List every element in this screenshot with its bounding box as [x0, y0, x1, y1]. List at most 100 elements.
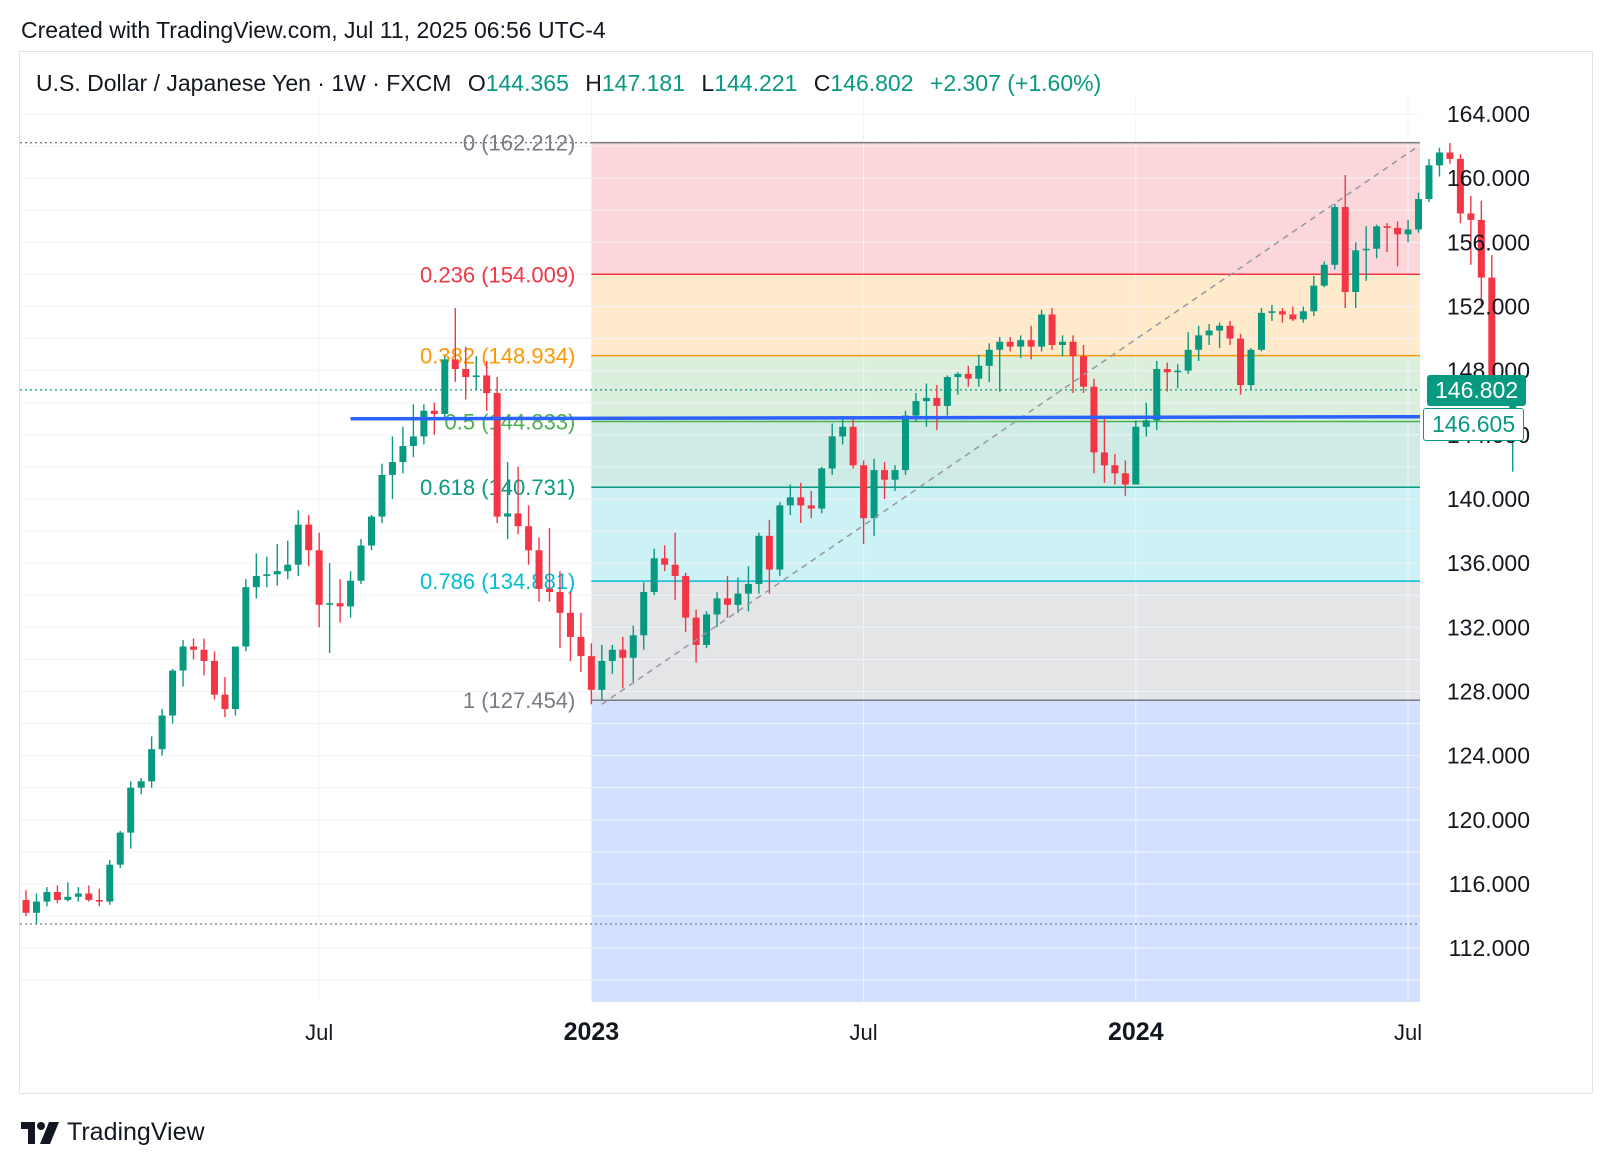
candle-up — [231, 646, 239, 716]
y-axis-tick-label: 128.000 — [1447, 678, 1530, 704]
candle-body — [1121, 473, 1129, 485]
symbol-title[interactable]: U.S. Dollar / Japanese Yen · 1W · FXCM — [36, 70, 452, 96]
candle-down — [22, 890, 30, 916]
candle-body — [975, 365, 983, 379]
candle-body — [399, 446, 407, 463]
y-axis-tick-label: 132.000 — [1447, 614, 1530, 640]
candle-down — [587, 643, 595, 705]
candle-body — [148, 749, 156, 782]
candle-up — [1425, 158, 1433, 203]
y-axis-tick-label: 120.000 — [1447, 807, 1530, 833]
candle-body — [1477, 219, 1485, 278]
candle-body — [1027, 340, 1035, 347]
fib-zone — [591, 355, 1420, 422]
fib-level-label: 0.236 (154.009) — [420, 262, 575, 287]
candle-up — [1415, 192, 1423, 233]
candle-body — [619, 649, 627, 658]
candle-up — [399, 426, 407, 474]
candle-down — [546, 527, 553, 602]
candle-body — [1090, 386, 1098, 453]
candle-up — [1257, 308, 1265, 352]
candle-up — [755, 532, 763, 594]
candle-body — [1310, 285, 1318, 312]
candle-body — [420, 410, 428, 437]
candle-body — [1237, 338, 1245, 386]
candle-up — [839, 418, 847, 445]
candle-body — [901, 415, 909, 471]
candle-body — [190, 646, 198, 650]
candle-body — [1425, 165, 1433, 200]
candle-body — [723, 598, 731, 605]
candle-up — [74, 887, 82, 902]
candle-body — [1404, 229, 1412, 235]
candle-body — [430, 410, 438, 414]
candle-body — [252, 575, 260, 588]
candle-body — [284, 564, 292, 572]
candle-body — [1153, 369, 1161, 421]
x-axis-tick-label: 2024 — [1108, 1018, 1164, 1046]
candle-up — [284, 540, 292, 580]
candle-body — [535, 550, 543, 589]
close-label: C — [813, 70, 831, 96]
candle-down — [221, 677, 229, 718]
candle-down — [1079, 344, 1087, 394]
candle-up — [1320, 261, 1328, 288]
candle-up — [1205, 324, 1213, 345]
created-with-caption: Created with TradingView.com, Jul 11, 20… — [21, 17, 606, 43]
candle-body — [692, 617, 700, 645]
candle-up — [818, 466, 826, 514]
candle-down — [661, 545, 669, 572]
candle-up — [828, 423, 836, 475]
candle-body — [881, 470, 889, 480]
tradingview-brand[interactable]: TradingView — [21, 1118, 205, 1147]
candle-up — [347, 571, 355, 618]
candle-body — [1195, 335, 1203, 350]
x-axis-tick-label: Jul — [850, 1020, 878, 1045]
candle-body — [472, 375, 480, 378]
candle-down — [1069, 335, 1077, 394]
candle-down — [1341, 174, 1349, 309]
candle-body — [765, 535, 773, 570]
candle-body — [1446, 152, 1454, 159]
candle-up — [43, 887, 51, 907]
candle-body — [661, 558, 669, 565]
candle-up — [273, 543, 281, 586]
candle-down — [881, 462, 889, 499]
candle-up — [378, 463, 386, 524]
candle-down — [1278, 308, 1286, 323]
candle-up — [1059, 335, 1067, 357]
y-axis-tick-label: 164.000 — [1447, 101, 1530, 127]
candle-body — [1132, 426, 1140, 485]
candle-up — [703, 611, 711, 649]
y-axis-tick-label: 140.000 — [1447, 486, 1530, 512]
candle-down — [682, 572, 690, 633]
candle-body — [1247, 349, 1255, 386]
candle-body — [158, 715, 166, 750]
candle-down — [1027, 325, 1035, 360]
candle-down — [807, 490, 815, 519]
candle-body — [1456, 158, 1464, 214]
candle-body — [409, 436, 417, 447]
candle-up — [420, 404, 428, 445]
candle-up — [1195, 325, 1203, 362]
candle-down — [210, 651, 218, 700]
candle-up — [326, 563, 334, 653]
candle-body — [996, 341, 1004, 350]
candle-down — [1446, 142, 1454, 164]
candle-body — [922, 397, 930, 402]
candle-down — [483, 361, 491, 411]
candle-body — [1352, 250, 1360, 293]
candle-body — [556, 591, 564, 613]
candle-up — [388, 436, 396, 499]
candle-body — [1059, 341, 1067, 345]
y-axis-tick-label: 136.000 — [1447, 550, 1530, 576]
candle-up — [1216, 322, 1224, 349]
candle-body — [1320, 264, 1328, 286]
candle-down — [1163, 362, 1171, 392]
candle-up — [1299, 306, 1307, 323]
candle-body — [1111, 465, 1119, 474]
candle-up — [64, 882, 72, 902]
candle-body — [598, 660, 606, 690]
candle-body — [671, 564, 679, 576]
